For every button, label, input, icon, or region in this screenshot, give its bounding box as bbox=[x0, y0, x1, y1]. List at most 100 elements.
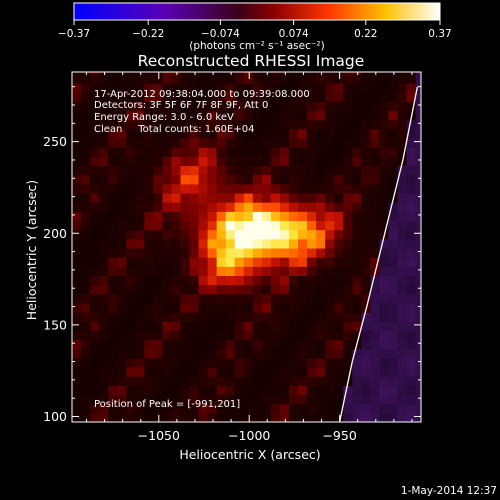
heatmap-cell bbox=[153, 385, 164, 396]
heatmap-cell bbox=[252, 119, 263, 130]
heatmap-cell bbox=[261, 412, 272, 422]
heatmap-cell bbox=[261, 275, 272, 286]
heatmap-cell bbox=[207, 284, 218, 295]
heatmap-cell bbox=[252, 220, 263, 231]
heatmap-cell bbox=[162, 165, 173, 176]
heatmap-cell bbox=[90, 348, 100, 359]
heatmap-cell bbox=[270, 266, 281, 277]
heatmap-cell bbox=[216, 348, 227, 359]
heatmap-cell bbox=[234, 119, 245, 130]
heatmap-cell bbox=[108, 266, 118, 277]
heatmap-cell bbox=[406, 257, 417, 267]
heatmap-cell bbox=[108, 128, 118, 139]
plot-frame bbox=[71, 71, 422, 423]
heatmap-cell bbox=[90, 192, 100, 203]
heatmap-cell bbox=[99, 101, 109, 112]
heatmap-cell bbox=[352, 348, 362, 359]
heatmap-cell bbox=[388, 238, 399, 249]
heatmap-cell bbox=[307, 312, 317, 322]
heatmap-cell bbox=[252, 312, 263, 322]
heatmap-cell bbox=[180, 92, 191, 102]
heatmap-cell bbox=[108, 275, 118, 286]
heatmap-cell bbox=[225, 367, 236, 377]
heatmap-cell bbox=[334, 357, 344, 368]
heatmap-cell bbox=[144, 82, 154, 93]
heatmap-cell bbox=[162, 156, 173, 167]
heatmap-cell bbox=[225, 174, 236, 185]
heatmap-cell bbox=[225, 284, 236, 295]
heatmap-cell bbox=[261, 174, 272, 185]
heatmap-cell bbox=[261, 293, 272, 304]
heatmap-cell bbox=[189, 403, 200, 414]
heatmap-cell bbox=[198, 211, 209, 222]
heatmap-cell bbox=[144, 394, 154, 405]
heatmap-cell bbox=[316, 174, 326, 185]
heatmap-cell bbox=[325, 183, 335, 194]
heatmap-cell bbox=[406, 119, 417, 130]
heatmap-cell bbox=[388, 367, 399, 377]
heatmap-cell bbox=[198, 394, 209, 405]
heatmap-cell bbox=[198, 174, 209, 185]
heatmap-cell bbox=[216, 412, 227, 422]
heatmap-cell bbox=[379, 92, 390, 102]
heatmap-cell bbox=[153, 211, 164, 222]
heatmap-cell bbox=[270, 211, 281, 222]
heatmap-cell bbox=[234, 156, 245, 167]
heatmap-cell bbox=[388, 348, 399, 359]
heatmap-cell bbox=[388, 174, 399, 185]
heatmap-cell bbox=[81, 321, 91, 331]
heatmap-cell bbox=[307, 257, 317, 267]
heatmap-cell bbox=[99, 312, 109, 322]
heatmap-cell bbox=[117, 211, 127, 222]
heatmap-cell bbox=[370, 101, 381, 112]
heatmap-cell bbox=[334, 147, 344, 157]
heatmap-cell bbox=[261, 72, 272, 75]
heatmap-cell bbox=[171, 367, 182, 377]
heatmap-cell bbox=[415, 82, 421, 93]
heatmap-cell bbox=[298, 367, 308, 377]
heatmap-cell bbox=[81, 385, 91, 396]
heatmap-cell bbox=[144, 275, 154, 286]
heatmap-cell bbox=[270, 238, 281, 249]
heatmap-cell bbox=[352, 275, 362, 286]
heatmap-cell bbox=[279, 128, 290, 139]
heatmap-cell bbox=[108, 330, 118, 341]
heatmap-cell bbox=[72, 128, 82, 139]
heatmap-cell bbox=[388, 257, 399, 267]
heatmap-cell bbox=[288, 147, 299, 157]
heatmap-cell bbox=[415, 128, 421, 139]
heatmap-cell bbox=[171, 119, 182, 130]
heatmap-cell bbox=[198, 330, 209, 341]
heatmap-cell bbox=[162, 266, 173, 277]
heatmap-cell bbox=[162, 220, 173, 231]
heatmap-cell bbox=[207, 211, 218, 222]
heatmap-cell bbox=[370, 357, 381, 368]
heatmap-cell bbox=[72, 238, 82, 249]
heatmap-cell bbox=[234, 357, 245, 368]
heatmap-cell bbox=[279, 137, 290, 148]
heatmap-cell bbox=[379, 174, 390, 185]
heatmap-cell bbox=[379, 220, 390, 231]
heatmap-cell bbox=[243, 330, 254, 341]
heatmap-cell bbox=[370, 238, 381, 249]
heatmap-cell bbox=[162, 82, 173, 93]
heatmap-cell bbox=[361, 165, 371, 176]
heatmap-cell bbox=[334, 312, 344, 322]
heatmap-cell bbox=[288, 275, 299, 286]
heatmap-cell bbox=[126, 119, 136, 130]
heatmap-cell bbox=[298, 92, 308, 102]
heatmap-cell bbox=[180, 165, 191, 176]
heatmap-cell bbox=[325, 302, 335, 313]
heatmap-cell bbox=[279, 183, 290, 194]
heatmap-cell bbox=[72, 385, 82, 396]
heatmap-cell bbox=[325, 293, 335, 304]
heatmap-cell bbox=[207, 339, 218, 350]
heatmap-cell bbox=[189, 183, 200, 194]
heatmap-cell bbox=[135, 119, 145, 130]
heatmap-cell bbox=[379, 137, 390, 148]
heatmap-cell bbox=[270, 302, 281, 313]
heatmap-cell bbox=[126, 174, 136, 185]
heatmap-cell bbox=[334, 330, 344, 341]
heatmap-cell bbox=[162, 302, 173, 313]
heatmap-cell bbox=[343, 330, 353, 341]
